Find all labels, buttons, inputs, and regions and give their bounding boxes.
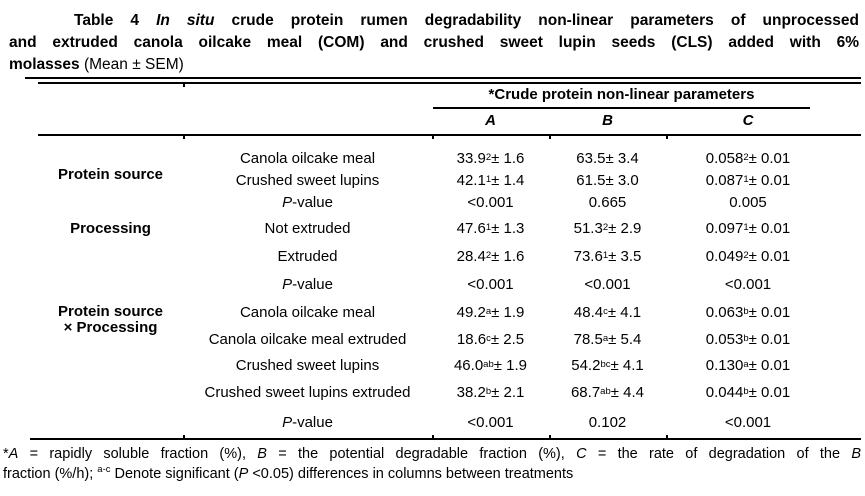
row-label: Canola oilcake meal extruded — [208, 330, 407, 348]
table-body: Protein source Processing Protein source… — [38, 146, 830, 438]
cell-value-c: 0.063 b ± 0.01 — [705, 303, 791, 321]
table-caption: Table 4 In situ crude protein rumen degr… — [9, 10, 859, 76]
cell-value-c: 0.058 2 ± 0.01 — [705, 149, 791, 167]
caption-underline-rule — [25, 77, 861, 79]
cell-value-b: 68.7 ab ± 4.4 — [570, 383, 645, 401]
caption-mean-sem: (Mean ± SEM) — [83, 56, 184, 73]
caption-line-3: molasses (Mean ± SEM) — [9, 54, 859, 76]
cell-value-a: 49.2 a ± 1.9 — [456, 303, 525, 321]
cell-value-c: 0.097 1 ± 0.01 — [705, 219, 791, 237]
column-header-b: B — [602, 112, 613, 129]
border-tick — [183, 435, 185, 438]
row-group-protein-source: Protein source — [38, 146, 183, 190]
cell-value-c: 0.053 b ± 0.01 — [705, 330, 791, 348]
cell-p-a: <0.001 — [467, 193, 514, 211]
footnote-line-1: *A = rapidly soluble fraction (%), B = t… — [3, 446, 862, 462]
border-tick — [549, 136, 551, 139]
border-tick — [549, 435, 551, 438]
caption-line2-text: and extruded canola oilcake meal (COM) a… — [9, 34, 859, 51]
cell-value-a: 46.0 ab ± 1.9 — [453, 356, 528, 374]
row-label: Extruded — [277, 247, 338, 265]
row-label-p-value: P -value — [282, 193, 333, 211]
cell-value-a: 47.6 1 ± 1.3 — [456, 219, 525, 237]
border-tick — [432, 136, 434, 139]
group-label: Protein source — [57, 165, 164, 183]
caption-in-situ: In situ — [156, 12, 215, 29]
cell-p-a: <0.001 — [467, 275, 514, 293]
header-bottom-rule — [38, 134, 861, 136]
row-label: Crushed sweet lupins — [235, 356, 380, 374]
caption-line1-text: crude protein rumen degradability non-li… — [214, 12, 860, 29]
group-label: Processing — [70, 219, 151, 237]
caption-table-number: Table 4 — [74, 12, 157, 29]
row-group-processing: Processing — [38, 214, 183, 242]
table-top-rule — [38, 82, 861, 84]
cell-value-a: 42.1 1 ± 1.4 — [456, 171, 525, 189]
group-label-line1: Protein source — [57, 303, 164, 320]
border-tick — [666, 435, 668, 438]
cell-value-c: 0.049 2 ± 0.01 — [705, 247, 791, 265]
border-tick — [432, 435, 434, 438]
group-label-line2: × Processing — [63, 319, 158, 336]
row-group-interaction: Protein source × Processing — [38, 298, 183, 352]
caption-line-2: and extruded canola oilcake meal (COM) a… — [9, 32, 859, 54]
row-label-p-value: P -value — [282, 275, 333, 293]
border-tick — [183, 136, 185, 139]
column-header-c: C — [742, 112, 754, 129]
cell-value-b: 61.5 ± 3.0 — [576, 171, 639, 189]
cell-value-b: 78.5 a ± 5.4 — [573, 330, 642, 348]
border-tick — [183, 84, 185, 87]
border-tick — [666, 136, 668, 139]
cell-value-b: 54.2 bc ± 4.1 — [571, 356, 644, 374]
cell-value-a: 28.4 2 ± 1.6 — [456, 247, 525, 265]
caption-line-1: Table 4 In situ crude protein rumen degr… — [9, 10, 859, 32]
cell-p-b: <0.001 — [584, 275, 631, 293]
cell-value-a: 38.2 b ± 2.1 — [456, 383, 525, 401]
column-header-a: A — [485, 112, 496, 129]
caption-line3-bold: molasses — [9, 56, 84, 73]
spanner-header: *Crude protein non-linear parameters — [488, 86, 755, 103]
spanner-underline-rule — [433, 107, 810, 109]
row-label: Canola oilcake meal — [239, 303, 376, 321]
footnote-line-2: fraction (%/h); a-c Denote significant (… — [3, 464, 574, 482]
cell-value-a: 18.6 c ± 2.5 — [456, 330, 525, 348]
cell-value-b: 48.4 c ± 4.1 — [573, 303, 642, 321]
cell-p-c: <0.001 — [724, 275, 772, 293]
cell-value-b: 51.3 2 ± 2.9 — [573, 219, 642, 237]
row-label: Not extruded — [264, 219, 351, 237]
row-label: Crushed sweet lupins — [235, 171, 380, 189]
cell-value-c: 0.044 b ± 0.01 — [705, 383, 791, 401]
cell-value-c: 0.130 a ± 0.01 — [705, 356, 791, 374]
row-label: Crushed sweet lupins extruded — [204, 383, 411, 401]
table-footnote: *A = rapidly soluble fraction (%), B = t… — [3, 444, 861, 484]
cell-value-b: 73.6 1 ± 3.5 — [573, 247, 642, 265]
row-label: Canola oilcake meal — [239, 149, 376, 167]
cell-value-a: 33.9 2 ± 1.6 — [456, 149, 525, 167]
cell-p-b: 0.665 — [588, 193, 627, 211]
row-label-p-value: P -value — [282, 413, 333, 431]
cell-p-c: 0.005 — [729, 193, 767, 211]
cell-p-b: 0.102 — [588, 413, 627, 431]
cell-p-c: <0.001 — [724, 413, 772, 431]
cell-value-c: 0.087 1 ± 0.01 — [705, 171, 791, 189]
table-bottom-rule — [30, 438, 861, 440]
cell-p-a: <0.001 — [467, 413, 514, 431]
cell-value-b: 63.5 ± 3.4 — [576, 149, 639, 167]
